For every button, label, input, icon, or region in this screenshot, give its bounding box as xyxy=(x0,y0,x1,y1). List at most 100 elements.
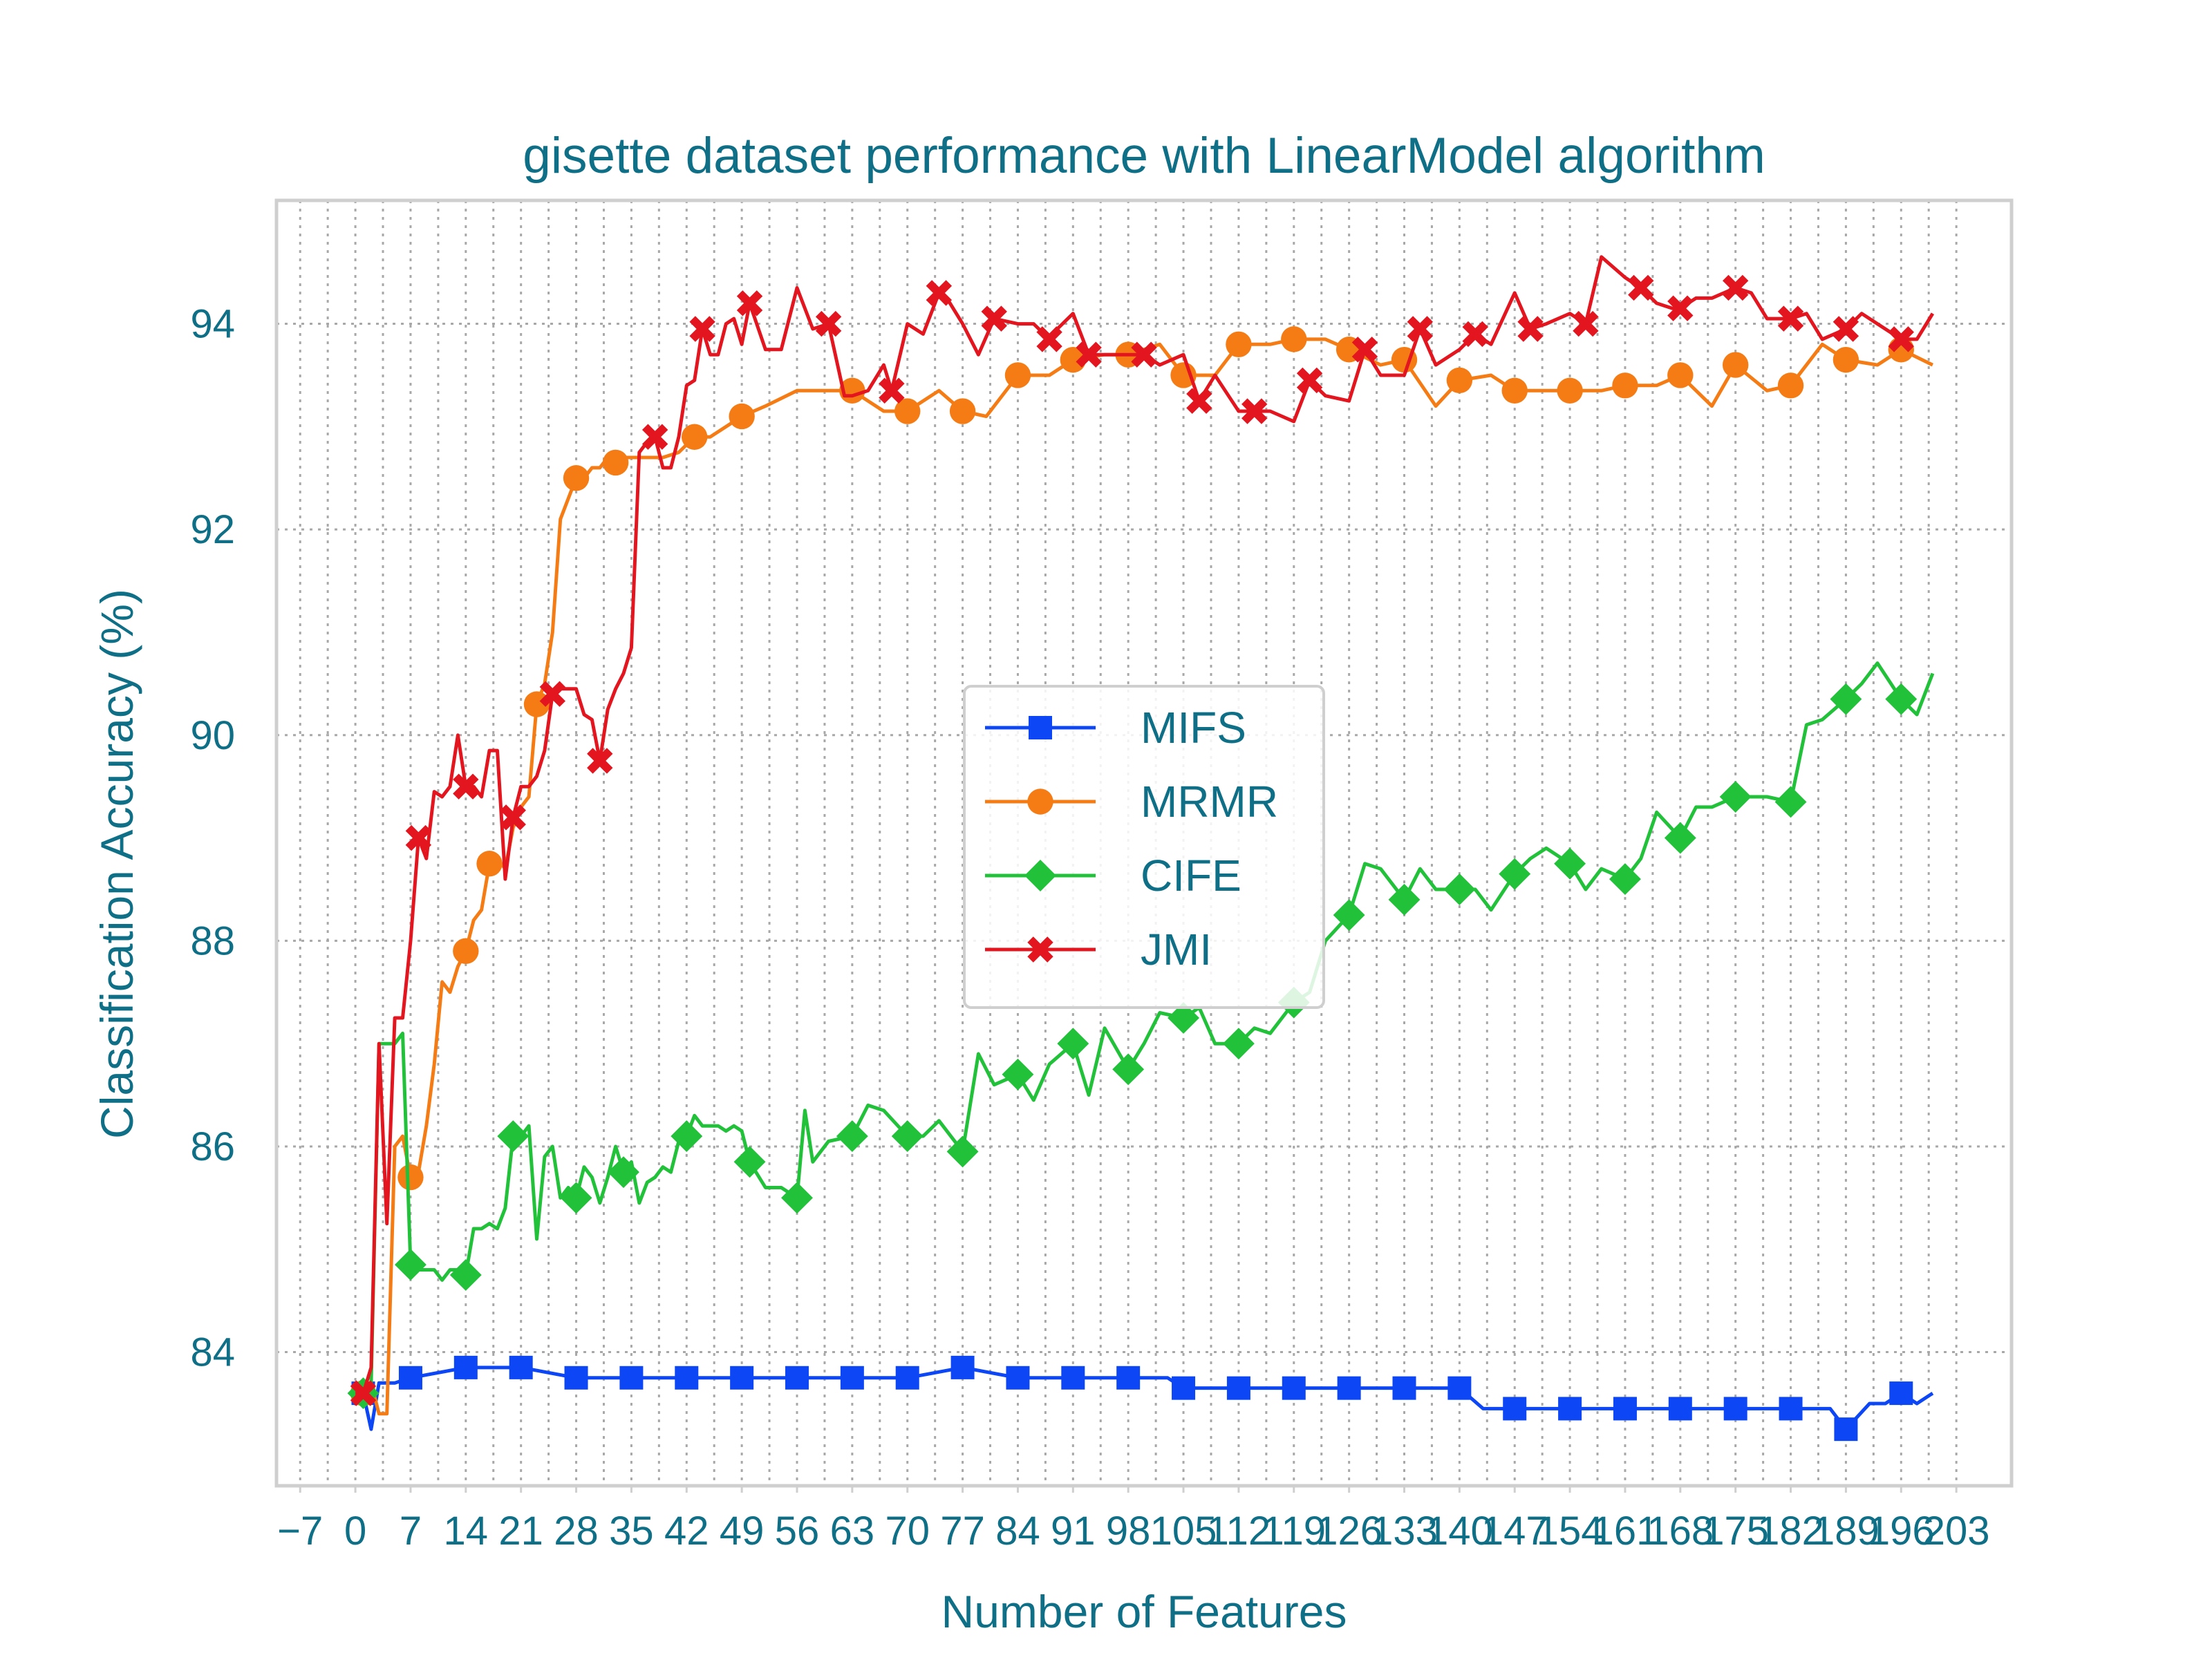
data-point-circle xyxy=(681,424,708,450)
data-point-square xyxy=(785,1366,809,1390)
legend-entries: MIFS MRMR CIFE JMI xyxy=(985,703,1278,974)
data-point-square xyxy=(453,1355,478,1379)
x-tick-label: 182 xyxy=(1757,1509,1824,1554)
series-line-mifs xyxy=(355,1366,1934,1431)
y-tick-label: 92 xyxy=(190,507,235,552)
data-point-square xyxy=(619,1366,644,1390)
x-tick-label: 168 xyxy=(1647,1509,1714,1554)
data-point-x xyxy=(981,305,1007,332)
x-tick-label: 56 xyxy=(775,1509,820,1554)
y-tick-label: 88 xyxy=(190,918,235,963)
data-point-x xyxy=(1628,274,1654,301)
legend-entry-mifs: MIFS xyxy=(985,703,1246,753)
data-point-square xyxy=(564,1366,588,1390)
tick-labels: −7 0 7 14 21 28 35 42 49 56 63 70 77 84 91 98 1051121191… xyxy=(190,302,1989,1554)
data-point-square xyxy=(675,1366,699,1390)
data-point-circle xyxy=(397,1164,424,1191)
data-point-x xyxy=(736,290,763,317)
data-point-x xyxy=(539,681,566,707)
data-point-square xyxy=(730,1366,754,1390)
data-point-x xyxy=(1076,341,1102,368)
x-tick-label: 42 xyxy=(664,1509,709,1554)
data-point-x xyxy=(1027,936,1053,963)
series-line-cife xyxy=(355,661,1935,1395)
x-tick-label: 140 xyxy=(1426,1509,1493,1554)
data-point-diamond xyxy=(608,1156,639,1189)
data-point-square xyxy=(1613,1397,1637,1421)
data-point-x xyxy=(1888,326,1914,352)
data-point-diamond xyxy=(946,1135,979,1168)
y-tick-label: 94 xyxy=(190,302,235,347)
data-point-square xyxy=(895,1366,919,1390)
x-tick-label: 105 xyxy=(1150,1509,1217,1554)
data-point-circle xyxy=(1281,326,1307,352)
y-tick-label: 84 xyxy=(190,1330,235,1375)
data-point-square xyxy=(840,1366,864,1390)
legend-entry-cife: CIFE xyxy=(985,851,1241,900)
data-point-diamond xyxy=(1774,786,1807,818)
legend-label: JMI xyxy=(1141,925,1212,974)
data-point-diamond xyxy=(1609,863,1641,896)
data-point-diamond xyxy=(1168,1002,1199,1034)
data-point-diamond xyxy=(449,1259,482,1291)
x-tick-label: 0 xyxy=(344,1509,366,1554)
data-point-diamond xyxy=(1830,683,1862,715)
data-point-x xyxy=(1462,321,1488,348)
data-point-square xyxy=(1226,1376,1250,1400)
data-point-circle xyxy=(1722,352,1749,378)
data-point-diamond xyxy=(891,1120,924,1153)
data-point-circle xyxy=(1446,367,1473,394)
x-tick-label: 14 xyxy=(444,1509,489,1554)
data-point-circle xyxy=(949,398,976,424)
data-point-circle xyxy=(563,465,590,491)
data-point-diamond xyxy=(497,1120,529,1153)
data-point-x xyxy=(1667,295,1694,321)
data-point-x xyxy=(1186,388,1212,414)
x-tick-label: 196 xyxy=(1868,1509,1935,1554)
series-jmi xyxy=(350,255,1935,1406)
data-point-circle xyxy=(476,851,503,877)
series-mifs xyxy=(351,1355,1934,1442)
data-point-x xyxy=(1241,398,1268,424)
data-point-square xyxy=(1834,1417,1858,1442)
x-tick-label: 175 xyxy=(1702,1509,1769,1554)
data-point-square xyxy=(1116,1366,1141,1390)
data-point-x xyxy=(1131,341,1157,368)
data-point-circle xyxy=(1777,372,1804,399)
data-point-circle xyxy=(729,403,755,430)
data-point-circle xyxy=(1501,377,1528,404)
data-point-x xyxy=(1036,326,1062,352)
data-point-diamond xyxy=(395,1249,427,1281)
data-point-x xyxy=(1351,337,1378,363)
data-point-x xyxy=(453,773,479,800)
x-tick-label: 112 xyxy=(1207,1509,1271,1554)
data-point-x xyxy=(1777,305,1804,332)
x-tick-label: 126 xyxy=(1315,1509,1382,1554)
data-point-x xyxy=(815,310,842,337)
data-point-diamond xyxy=(1112,1053,1145,1086)
data-point-diamond xyxy=(1333,899,1365,932)
data-point-circle xyxy=(453,938,479,964)
data-point-square xyxy=(1889,1381,1913,1406)
data-point-diamond xyxy=(1002,1058,1034,1090)
data-point-square xyxy=(1029,716,1052,739)
data-point-circle xyxy=(1226,331,1252,358)
data-point-square xyxy=(1558,1397,1582,1421)
data-point-diamond xyxy=(1388,883,1421,916)
x-tick-label: 28 xyxy=(554,1509,599,1554)
data-point-circle xyxy=(1833,346,1859,373)
data-point-square xyxy=(1447,1376,1472,1400)
y-axis-label: Classification Accuracy (%) xyxy=(91,589,142,1139)
data-point-x xyxy=(587,748,613,774)
legend-entry-mrmr: MRMR xyxy=(985,777,1278,827)
x-tick-label: 203 xyxy=(1923,1509,1990,1554)
series-cife xyxy=(347,661,1935,1410)
data-point-circle xyxy=(1612,372,1638,399)
data-point-square xyxy=(1006,1366,1030,1390)
data-point-circle xyxy=(1027,788,1053,815)
x-tick-label: 91 xyxy=(1051,1509,1096,1554)
data-point-diamond xyxy=(1499,858,1531,890)
legend-label: MIFS xyxy=(1141,703,1246,753)
data-point-diamond xyxy=(1719,781,1752,813)
data-point-circle xyxy=(1004,362,1031,388)
